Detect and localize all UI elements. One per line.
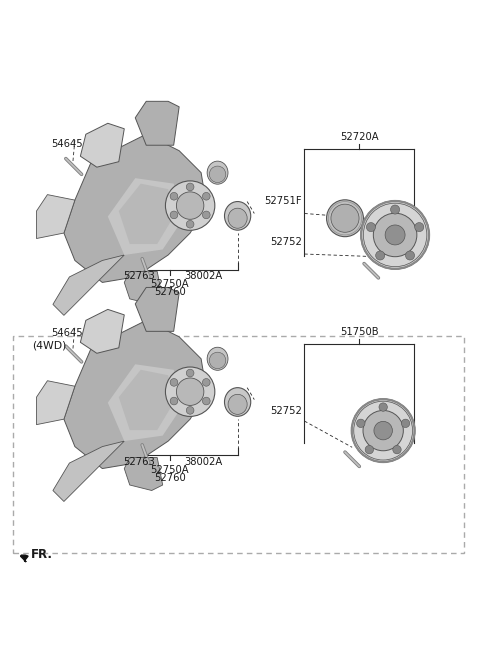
Circle shape xyxy=(186,407,194,414)
Circle shape xyxy=(166,367,215,417)
Bar xyxy=(13,336,464,553)
Circle shape xyxy=(170,192,178,200)
Polygon shape xyxy=(108,364,185,441)
Text: 52760: 52760 xyxy=(154,287,185,297)
Polygon shape xyxy=(80,123,124,167)
Circle shape xyxy=(177,378,204,405)
Polygon shape xyxy=(135,287,179,331)
Circle shape xyxy=(393,445,401,454)
Text: 52750A: 52750A xyxy=(150,279,189,289)
Ellipse shape xyxy=(225,201,251,230)
Polygon shape xyxy=(36,380,75,424)
Polygon shape xyxy=(119,184,174,244)
Circle shape xyxy=(376,251,384,260)
Circle shape xyxy=(170,397,178,405)
Text: 52750A: 52750A xyxy=(150,465,189,475)
Circle shape xyxy=(363,411,403,451)
Text: 52763: 52763 xyxy=(123,271,155,281)
Circle shape xyxy=(363,203,427,267)
Ellipse shape xyxy=(207,347,228,370)
Circle shape xyxy=(166,181,215,230)
Ellipse shape xyxy=(207,161,228,184)
Polygon shape xyxy=(124,458,163,491)
Circle shape xyxy=(203,379,210,386)
Polygon shape xyxy=(64,320,206,468)
Ellipse shape xyxy=(209,166,226,182)
Circle shape xyxy=(401,419,410,428)
Text: 54645: 54645 xyxy=(51,329,83,338)
Circle shape xyxy=(352,399,415,462)
Polygon shape xyxy=(119,370,174,430)
Polygon shape xyxy=(21,555,28,562)
Circle shape xyxy=(385,225,405,245)
Circle shape xyxy=(186,220,194,228)
Polygon shape xyxy=(124,272,163,304)
Circle shape xyxy=(406,251,415,260)
Circle shape xyxy=(326,200,363,237)
Text: 52763: 52763 xyxy=(123,457,155,467)
Polygon shape xyxy=(36,195,75,239)
Circle shape xyxy=(186,369,194,377)
Circle shape xyxy=(170,211,178,218)
Text: 38002A: 38002A xyxy=(184,457,222,467)
Polygon shape xyxy=(53,441,124,501)
Ellipse shape xyxy=(225,388,251,417)
Text: 51750B: 51750B xyxy=(340,327,379,337)
Text: 38002A: 38002A xyxy=(184,271,222,281)
Polygon shape xyxy=(53,255,124,316)
Circle shape xyxy=(415,222,424,232)
Text: (4WD): (4WD) xyxy=(33,341,67,351)
Circle shape xyxy=(373,213,417,256)
Polygon shape xyxy=(135,101,179,145)
Circle shape xyxy=(170,379,178,386)
Circle shape xyxy=(203,192,210,200)
Text: 54645: 54645 xyxy=(51,139,83,149)
Circle shape xyxy=(365,445,373,454)
Polygon shape xyxy=(108,178,185,255)
Text: 52751F: 52751F xyxy=(264,196,302,206)
Circle shape xyxy=(203,211,210,218)
Ellipse shape xyxy=(228,208,247,228)
Circle shape xyxy=(354,401,413,460)
Circle shape xyxy=(379,403,387,411)
Polygon shape xyxy=(80,310,124,354)
Circle shape xyxy=(331,204,359,232)
Circle shape xyxy=(177,192,204,219)
Text: FR.: FR. xyxy=(31,548,53,561)
Ellipse shape xyxy=(228,394,247,415)
Text: 52720A: 52720A xyxy=(340,132,379,142)
Circle shape xyxy=(361,201,429,269)
Circle shape xyxy=(357,419,365,428)
Text: 52752: 52752 xyxy=(270,237,302,247)
Text: 52752: 52752 xyxy=(270,406,302,417)
Polygon shape xyxy=(64,134,206,283)
Text: 52760: 52760 xyxy=(154,472,185,483)
Circle shape xyxy=(203,397,210,405)
Circle shape xyxy=(391,205,400,214)
Circle shape xyxy=(374,421,393,440)
Ellipse shape xyxy=(209,352,226,369)
Circle shape xyxy=(366,222,375,232)
Circle shape xyxy=(186,183,194,191)
